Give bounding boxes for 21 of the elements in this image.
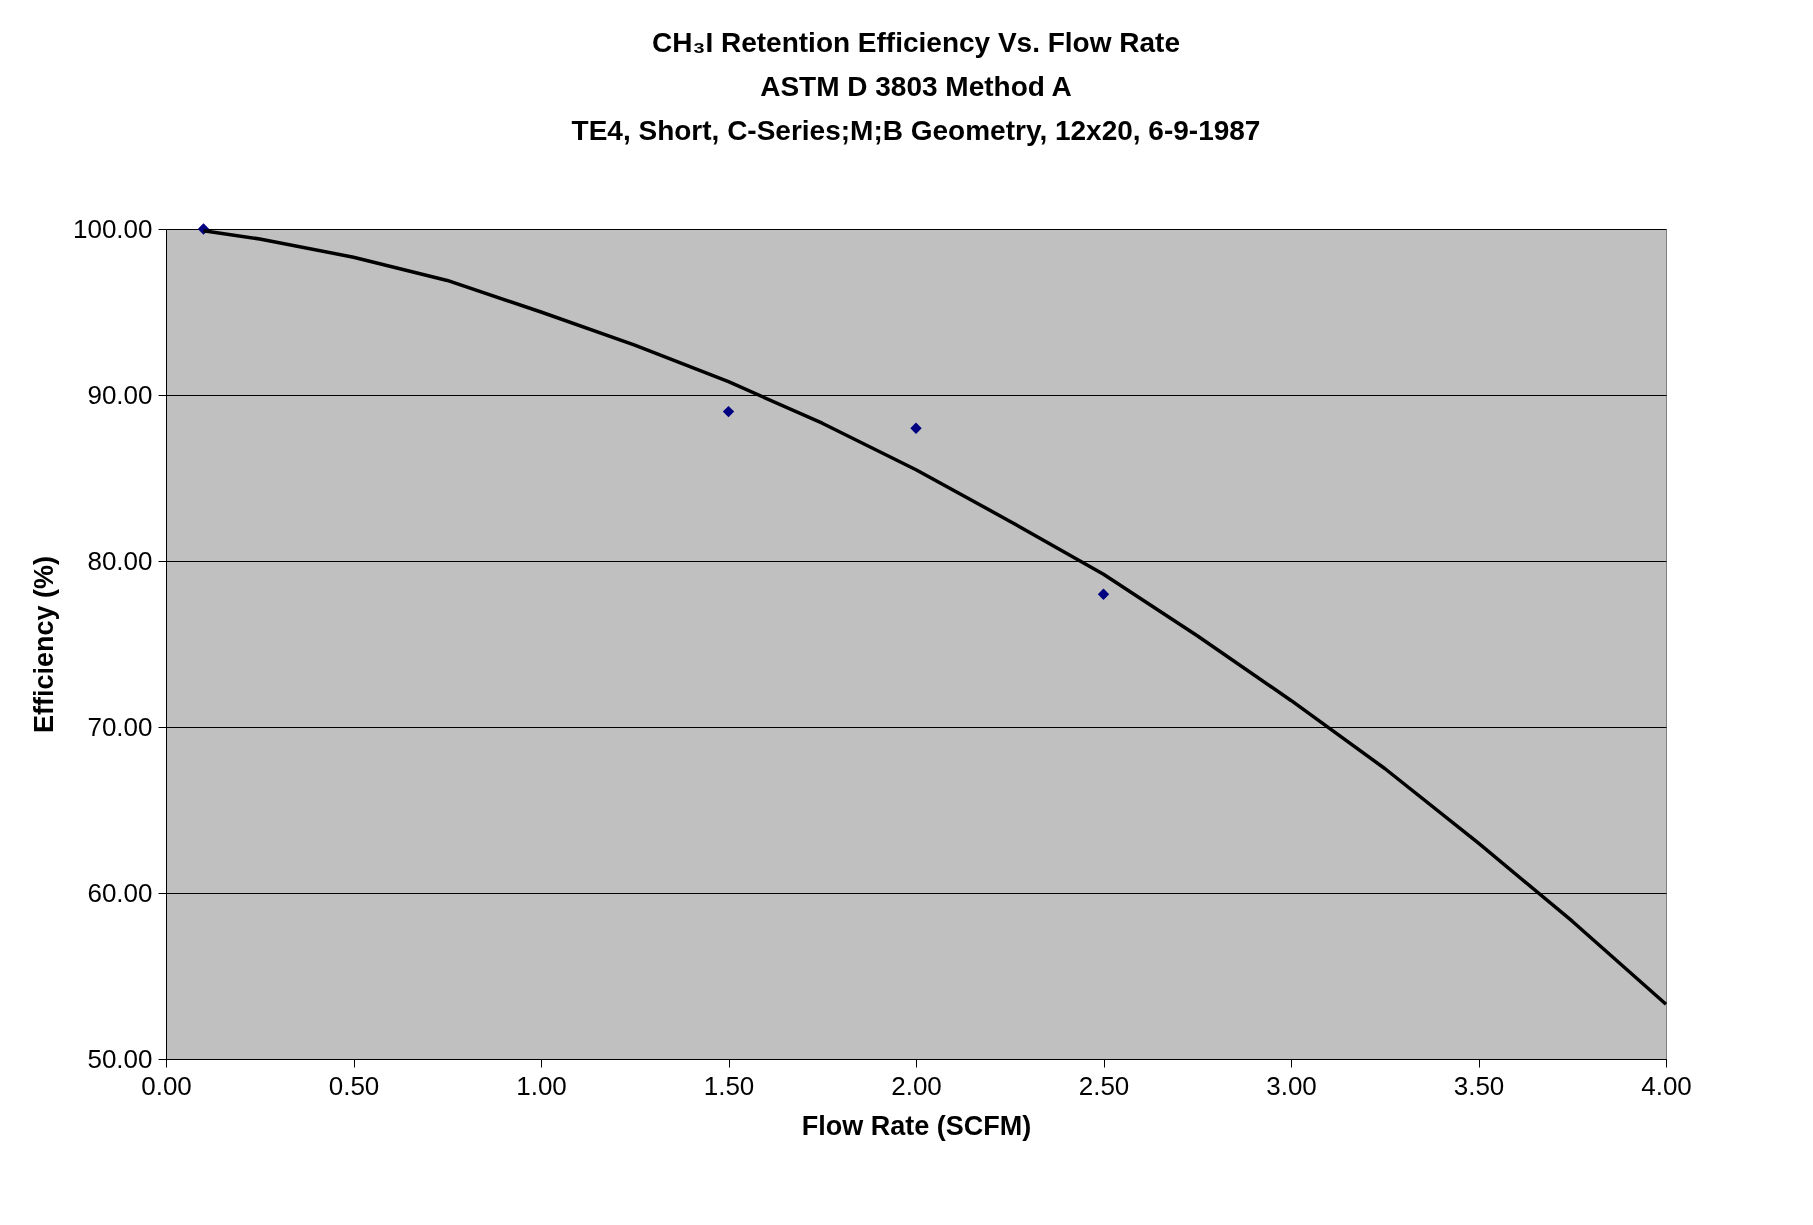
- y-tick-label: 100.00: [72, 213, 153, 244]
- x-tick-label: 3.50: [1453, 1070, 1505, 1101]
- x-axis-title: Flow Rate (SCFM): [801, 1110, 1032, 1141]
- x-tick-label: 1.50: [703, 1070, 755, 1101]
- x-tick-label: 2.00: [891, 1070, 942, 1101]
- x-tick-label: 4.00: [1641, 1070, 1692, 1101]
- y-tick-label: 90.00: [87, 379, 153, 410]
- x-tick-label: 2.50: [1078, 1070, 1130, 1101]
- text: ASTM D 3803 Method A: [760, 71, 1072, 102]
- point: [910, 422, 922, 434]
- x-tick-label: 1.00: [516, 1070, 567, 1101]
- y-tick-label: 60.00: [87, 877, 153, 908]
- y-axis-title: Efficiency (%): [28, 555, 59, 734]
- y-tick-label: 80.00: [87, 545, 153, 576]
- x-tick-label: 0.50: [328, 1070, 380, 1101]
- text: TE4, Short, C-Series;M;B Geometry, 12x20, 6-9-1987: [571, 115, 1261, 146]
- x-tick-label: 3.00: [1266, 1070, 1317, 1101]
- y-tick-label: 70.00: [87, 711, 153, 742]
- point: [1097, 588, 1110, 600]
- point: [722, 405, 735, 418]
- text: CH₃I Retention Efficiency Vs. Flow Rate: [652, 27, 1180, 58]
